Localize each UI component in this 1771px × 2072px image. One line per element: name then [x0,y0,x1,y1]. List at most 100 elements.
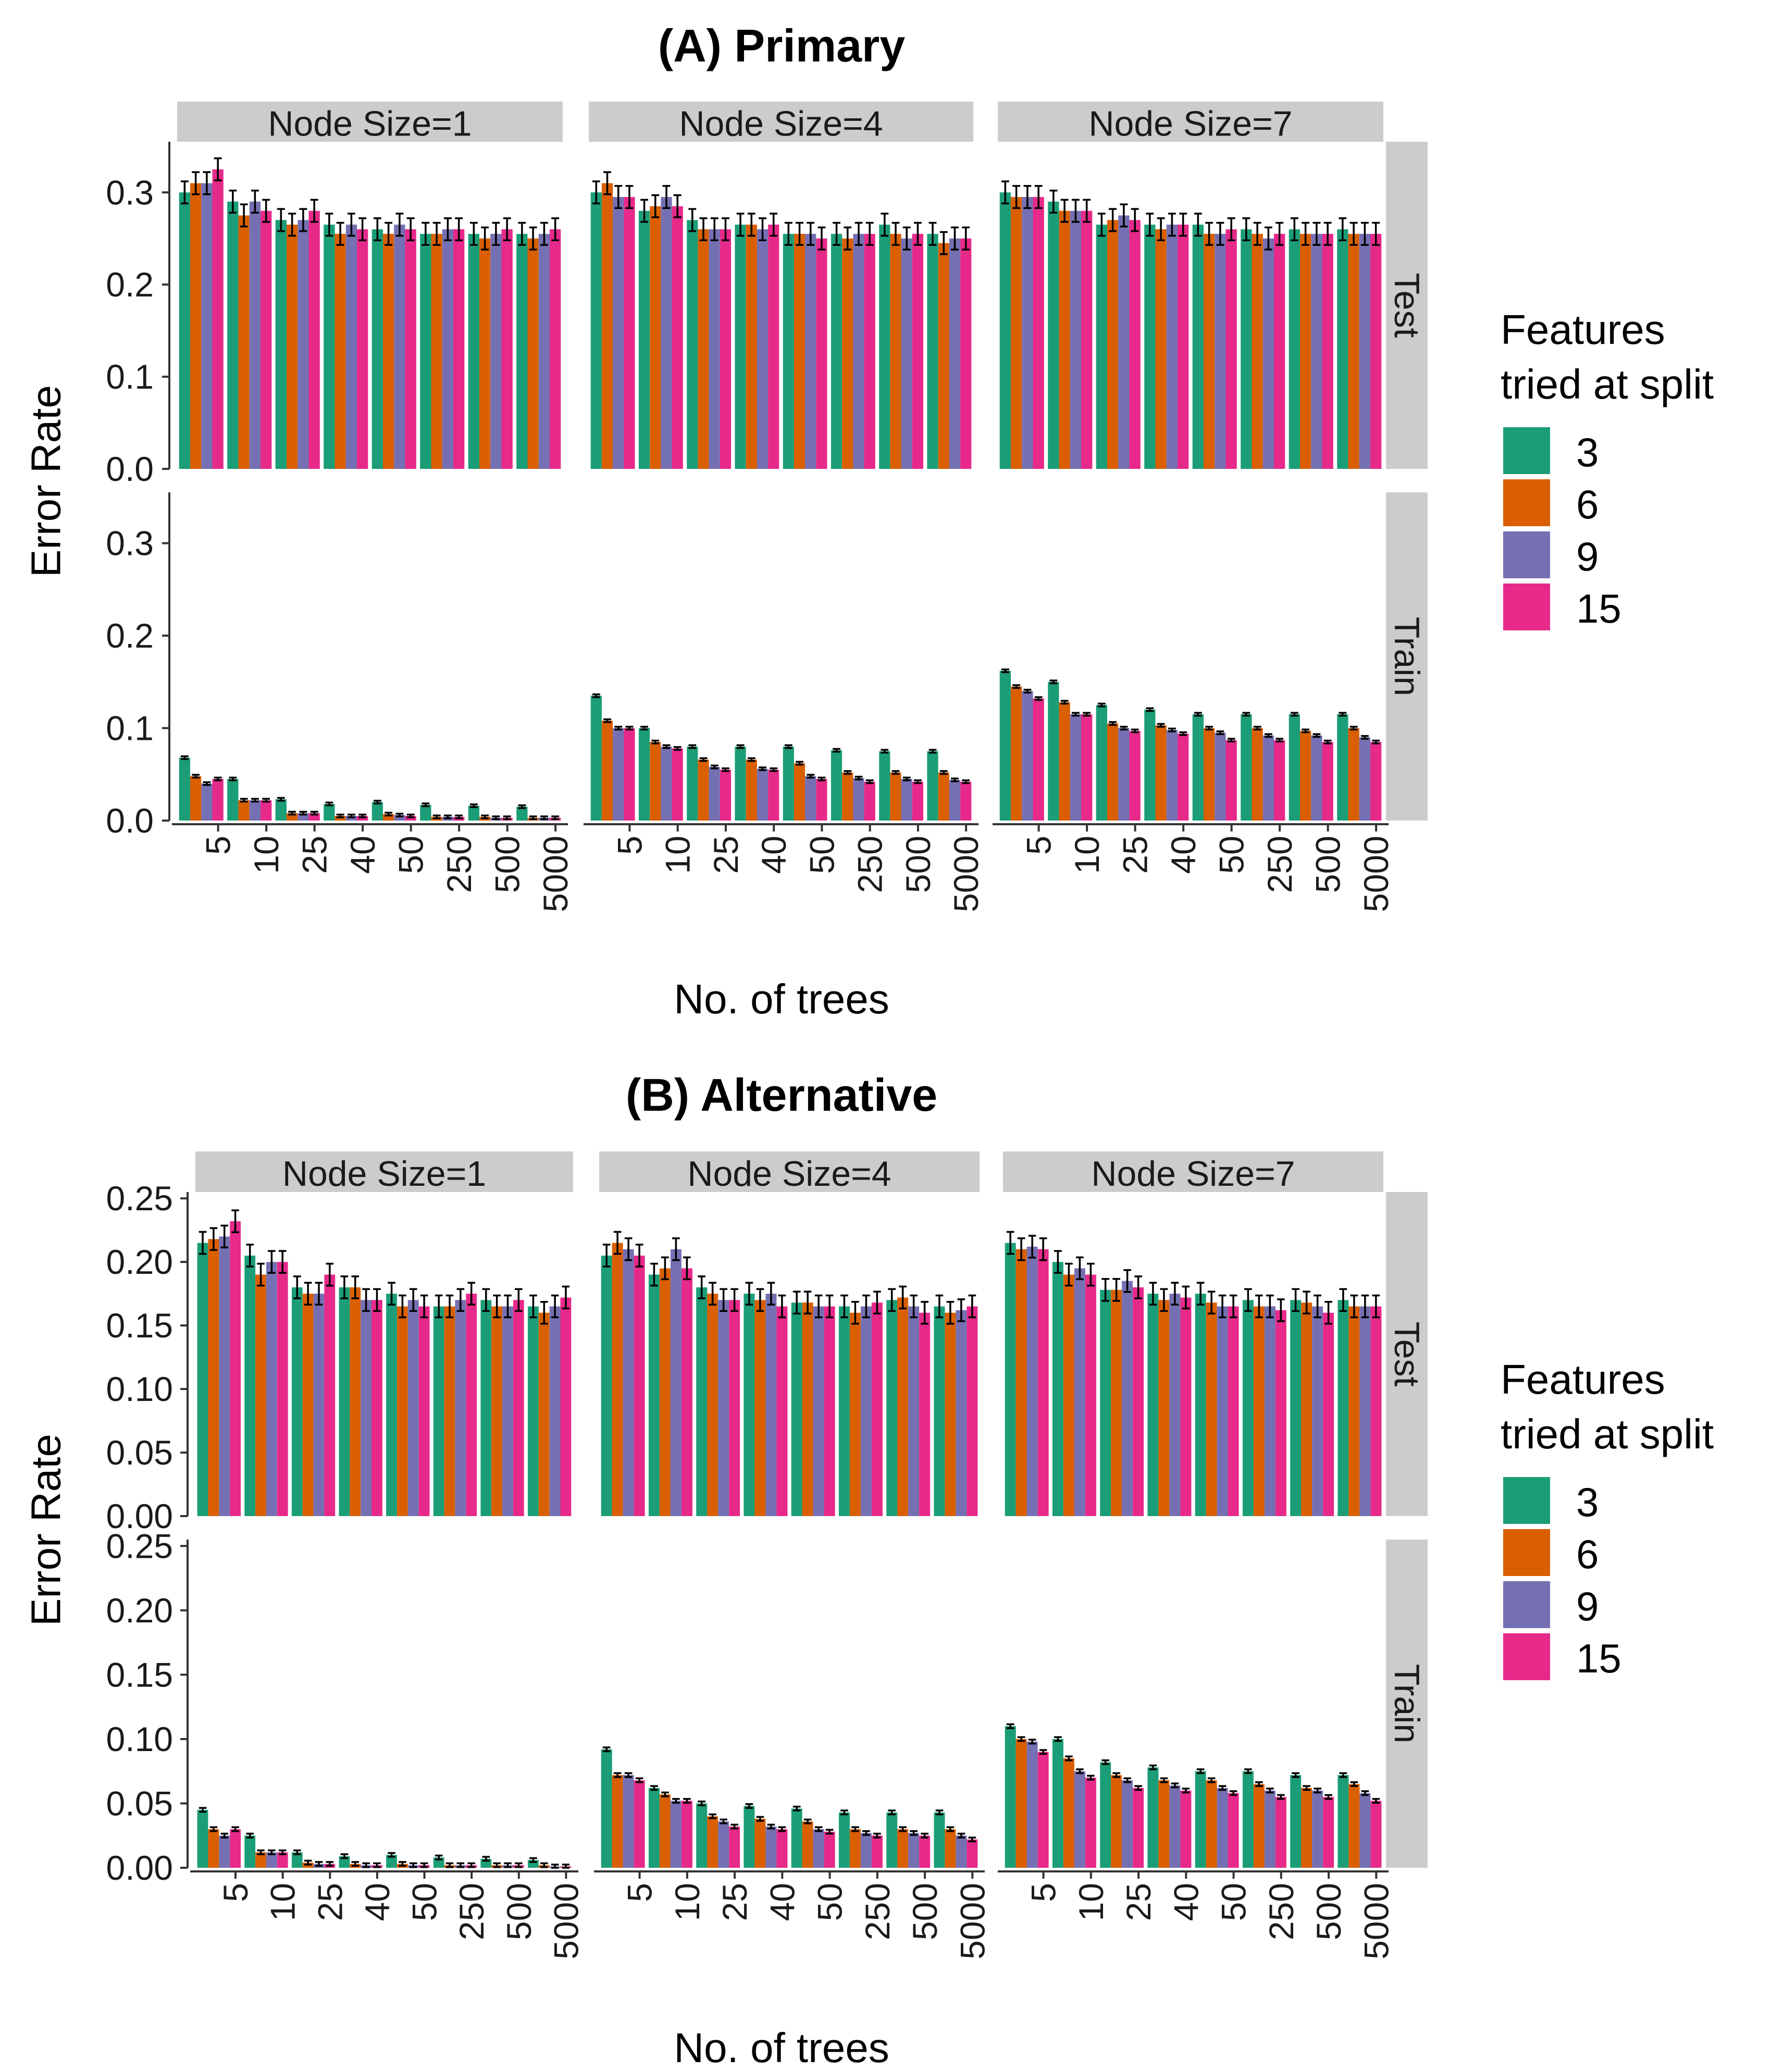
error-bar [1242,217,1250,242]
error-bar [851,1826,859,1832]
error-bar [214,776,222,781]
error-bar [939,770,948,775]
bar-test-ns1-c5-s9 [860,1306,872,1516]
legend-swatch-6 [1503,1529,1550,1576]
bar-train-ns1-c5-s15 [871,1835,883,1868]
error-bar [650,1262,658,1287]
facet-col-label: Node Size=1 [282,1154,486,1194]
bar-train-ns0-c0-s9 [219,1835,230,1868]
legend-label-9: 9 [1576,1583,1599,1629]
error-bar [481,814,489,820]
error-bar [529,1857,537,1863]
bar-test-ns1-c7-s9 [956,1310,967,1516]
bar-train-ns1-c7-s9 [956,1835,967,1868]
facet-strip-row [1386,1192,1428,1516]
error-bar [635,1777,643,1783]
bar-train-ns1-c4-s9 [813,1829,824,1868]
error-bar [240,203,248,228]
bar-test-ns2-c3-s6 [1155,229,1167,469]
error-bar [231,1209,239,1233]
error-bar [792,1291,801,1314]
error-bar [456,1288,465,1312]
error-bar [891,221,900,246]
error-bar [209,1826,218,1832]
error-bar [1302,728,1310,734]
x-tick-label: 500 [1309,1883,1348,1940]
bar-train-ns2-c0-s3 [999,671,1011,821]
error-bar [482,1856,490,1862]
error-bar [518,804,526,809]
bar-test-ns2-c3-s15 [1178,225,1189,469]
bar-test-ns0-c0-s9 [219,1236,230,1516]
error-bar [518,221,526,246]
x-tick-label: 5 [621,1883,659,1902]
bar-test-ns0-c0-s6 [208,1239,219,1516]
x-tick-label: 50 [1215,1883,1253,1921]
bar-test-ns1-c4-s15 [816,238,827,469]
bar-train-ns0-c5-s3 [420,804,431,821]
bar-test-ns2-c7-s9 [1359,233,1371,469]
error-bar [603,718,611,723]
error-bar [745,1803,753,1809]
error-bar [1360,735,1369,740]
bar-train-ns1-c6-s15 [919,1835,931,1868]
y-tick-label: 0.2 [106,265,154,304]
error-bar [492,815,500,821]
bar-train-ns2-c3-s9 [1166,730,1178,821]
bar-test-ns0-c5-s6 [444,1306,455,1516]
bar-test-ns1-c6-s6 [897,1297,909,1516]
bar-train-ns2-c3-s3 [1144,710,1156,821]
error-bar [432,814,441,820]
error-bar [304,1282,312,1306]
error-bar [399,1861,406,1867]
bar-test-ns1-c0-s9 [623,1249,634,1516]
error-bar [807,774,815,779]
error-bar [455,217,463,242]
error-bar [747,757,756,762]
bar-train-ns2-c0-s15 [1033,698,1044,821]
error-bar [340,1275,349,1299]
bar-train-ns2-c0-s9 [1026,1741,1038,1868]
bar-test-ns1-c6-s3 [886,1300,898,1516]
error-bar [1034,696,1043,701]
y-tick-label: 0.15 [106,1655,173,1694]
error-bar [340,1853,349,1859]
bar-test-ns1-c3-s6 [754,1300,766,1516]
error-bar [1207,1291,1216,1314]
error-bar [268,1250,276,1274]
error-bar [1314,1788,1321,1794]
error-bar [957,1298,965,1322]
bar-train-ns2-c4-s3 [1192,714,1204,821]
bar-test-ns2-c2-s9 [1118,215,1130,469]
error-bar [336,813,344,818]
bar-train-ns2-c5-s3 [1241,714,1252,821]
bar-test-ns0-c3-s3 [339,1287,350,1516]
bar-test-ns0-c6-s9 [502,1306,513,1516]
bar-test-ns0-c2-s9 [298,220,309,469]
error-bar [1302,221,1310,246]
error-bar [362,1862,370,1868]
y-tick-label: 0.2 [106,616,154,655]
error-bar [840,1809,848,1816]
bar-test-ns1-c5-s6 [842,238,853,469]
bar-test-ns2-c0-s15 [1037,1249,1049,1516]
bar-train-ns1-c3-s6 [754,1819,766,1868]
error-bar [651,739,660,745]
error-bar [1012,684,1021,689]
error-bar [1275,738,1284,743]
bar-train-ns2-c4-s3 [1195,1771,1206,1868]
error-bar [1017,1237,1025,1261]
bar-test-ns0-c4-s6 [383,233,394,469]
facet-strip-col [599,1151,980,1192]
bar-test-ns0-c6-s15 [513,1300,524,1516]
bar-train-ns0-c1-s9 [249,800,261,821]
error-bar [784,221,792,246]
bar-test-ns2-c2-s3 [1100,1289,1111,1516]
error-bar [1361,1294,1369,1319]
bar-test-ns1-c2-s15 [720,229,731,469]
bar-train-ns2-c1-s3 [1048,681,1059,821]
bar-test-ns2-c6-s6 [1300,233,1311,469]
bar-test-ns2-c7-s3 [1337,229,1348,469]
error-bar [699,217,708,242]
